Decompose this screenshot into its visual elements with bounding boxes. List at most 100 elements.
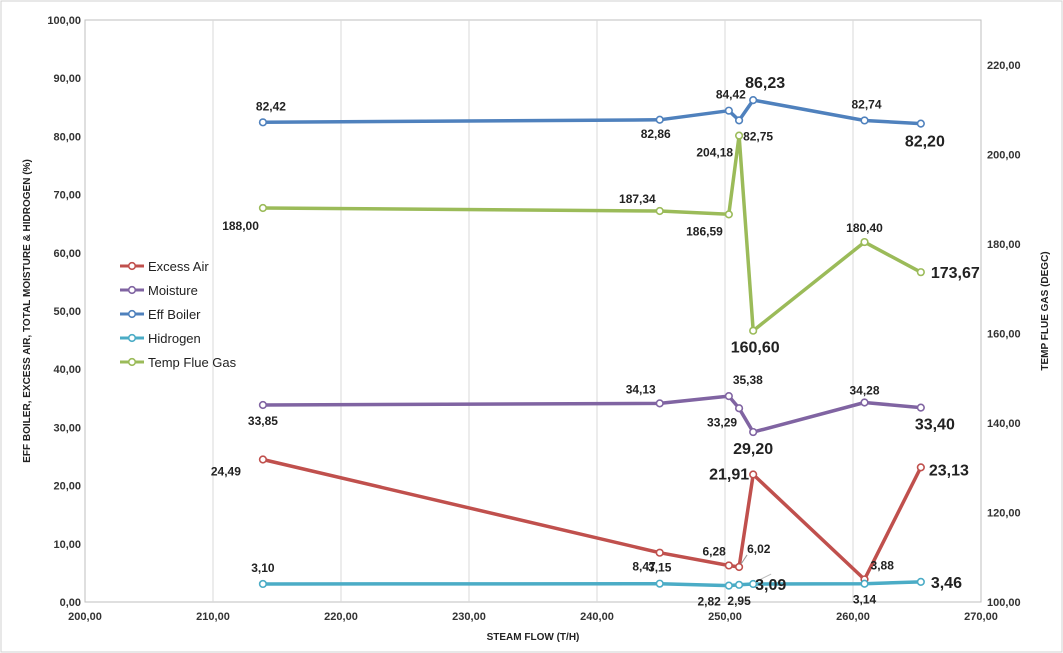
eff-boiler-point [860,116,869,125]
legend-marker [127,357,137,367]
x-tick-label: 210,00 [196,611,230,623]
legend-marker [127,285,137,295]
legend-item-temp-flue-gas: Temp Flue Gas [120,355,237,370]
y-left-tick-label: 70,00 [53,190,81,202]
eff-boiler-point [749,96,758,105]
legend-item-moisture: Moisture [120,283,198,298]
moisture-data-label: 33,29 [707,415,737,429]
gridlines [212,20,854,602]
series-lines [258,96,925,590]
temp-flue-gas-point [860,237,869,247]
y-right-tick-label: 120,00 [987,507,1021,519]
eff-boiler-data-label: 82,20 [905,134,945,151]
eff-boiler-point [916,119,925,128]
hidrogen-point [749,579,758,589]
eff-boiler-data-label: 82,75 [743,129,773,143]
legend-label: Moisture [148,283,198,298]
y-left-tick-label: 80,00 [53,131,81,143]
hidrogen-point [916,577,925,586]
excess-air-point [258,455,268,464]
legend-label: Excess Air [148,259,209,274]
moisture-point [258,400,268,410]
y-left-tick-label: 10,00 [53,539,81,551]
temp-flue-gas-point [655,206,664,216]
legend: Excess Air Moisture Eff Boiler Hidrogen Temp… [120,259,237,370]
eff-boiler-data-label: 82,42 [256,99,286,113]
legend-item-hidrogen: Hidrogen [120,331,201,346]
hidrogen-point [655,579,664,588]
y-left-tick-label: 60,00 [53,248,81,260]
legend-item-eff-boiler: Eff Boiler [120,307,201,322]
moisture-data-label: 34,13 [626,382,656,396]
y-right-tick-label: 140,00 [987,418,1021,430]
temp-flue-gas-point [724,210,733,219]
y-right-tick-label: 200,00 [987,149,1021,161]
legend-item-excess-air: Excess Air [120,259,209,274]
axes: 200,00 210,00 220,00 230,00 240,00 250,00 260,… [47,15,1020,623]
temp-flue-gas-point [734,131,744,140]
excess-air-data-label: 8,47 [632,560,656,574]
excess-air-data-label: 6,28 [702,544,726,558]
temp-flue-gas-data-label: 186,59 [686,224,723,238]
hidrogen-point [258,579,268,589]
leader-line [754,573,772,583]
legend-marker [127,309,137,319]
hidrogen-data-label: 3,09 [755,577,786,594]
excess-air-data-label: 21,91 [709,466,749,483]
series-eff-boiler [258,96,925,128]
hidrogen-data-label: 3,10 [251,561,275,575]
hidrogen-point [734,580,744,589]
legend-label: Hidrogen [148,331,201,346]
hidrogen-data-label: 2,82 [697,595,721,609]
legend-marker [127,333,137,343]
y-left-tick-label: 30,00 [53,422,81,434]
y-left-tick-label: 0,00 [60,597,81,609]
eff-boiler-data-label: 86,23 [745,75,785,92]
leader-line [740,554,748,565]
moisture-point [916,403,925,412]
x-axis-title: STEAM FLOW (T/H) [487,632,580,643]
moisture-data-label: 35,38 [733,373,763,387]
moisture-point [860,398,869,407]
eff-boiler-data-label: 84,42 [716,88,746,102]
x-tick-label: 200,00 [68,611,102,623]
series-hidrogen [258,577,925,590]
y-left-tick-label: 100,00 [47,15,81,27]
excess-air-point [916,463,925,472]
temp-flue-gas-data-label: 188,00 [222,219,259,233]
excess-air-data-label: 24,49 [211,464,241,478]
excess-air-data-label: 23,13 [929,462,969,479]
temp-flue-gas-point [749,326,758,335]
excess-air-data-label: 6,02 [747,542,771,556]
data-labels: 24,49 8,47 6,28 6,02 21,91 3,88 23,13 33,85 34,1… [211,75,980,608]
x-tick-label: 260,00 [836,611,870,623]
hidrogen-line [262,580,921,588]
temp-flue-gas-data-label: 173,67 [931,265,980,282]
eff-boiler-point [724,106,733,115]
y-left-tick-label: 20,00 [53,481,81,493]
eff-boiler-point [734,116,744,125]
eff-boiler-point [655,115,664,124]
series-temp-flue-gas [258,131,925,335]
moisture-point [724,391,733,401]
moisture-point [734,404,744,413]
hidrogen-data-label: 3,15 [648,561,672,575]
moisture-data-label: 33,85 [248,414,278,428]
excess-air-point [724,561,733,570]
hidrogen-data-label: 3,46 [931,575,962,592]
y-axis-right-title: TEMP FLUE GAS (DEGC) [1040,251,1051,370]
excess-air-point [749,470,758,479]
hidrogen-point [860,579,869,588]
excess-air-data-label: 3,88 [871,558,895,572]
temp-flue-gas-data-label: 180,40 [846,221,883,235]
temp-flue-gas-point [258,203,268,213]
moisture-data-label: 33,40 [915,417,955,434]
excess-air-point [734,562,744,572]
y-axis-left-title: EFF BOILER, EXCESS AIR, TOTAL MOISTURE &… [22,159,33,463]
moisture-data-label: 34,28 [850,383,880,397]
eff-boiler-data-label: 82,86 [641,127,671,141]
y-left-tick-label: 40,00 [53,364,81,376]
hidrogen-data-label: 2,95 [727,594,751,608]
